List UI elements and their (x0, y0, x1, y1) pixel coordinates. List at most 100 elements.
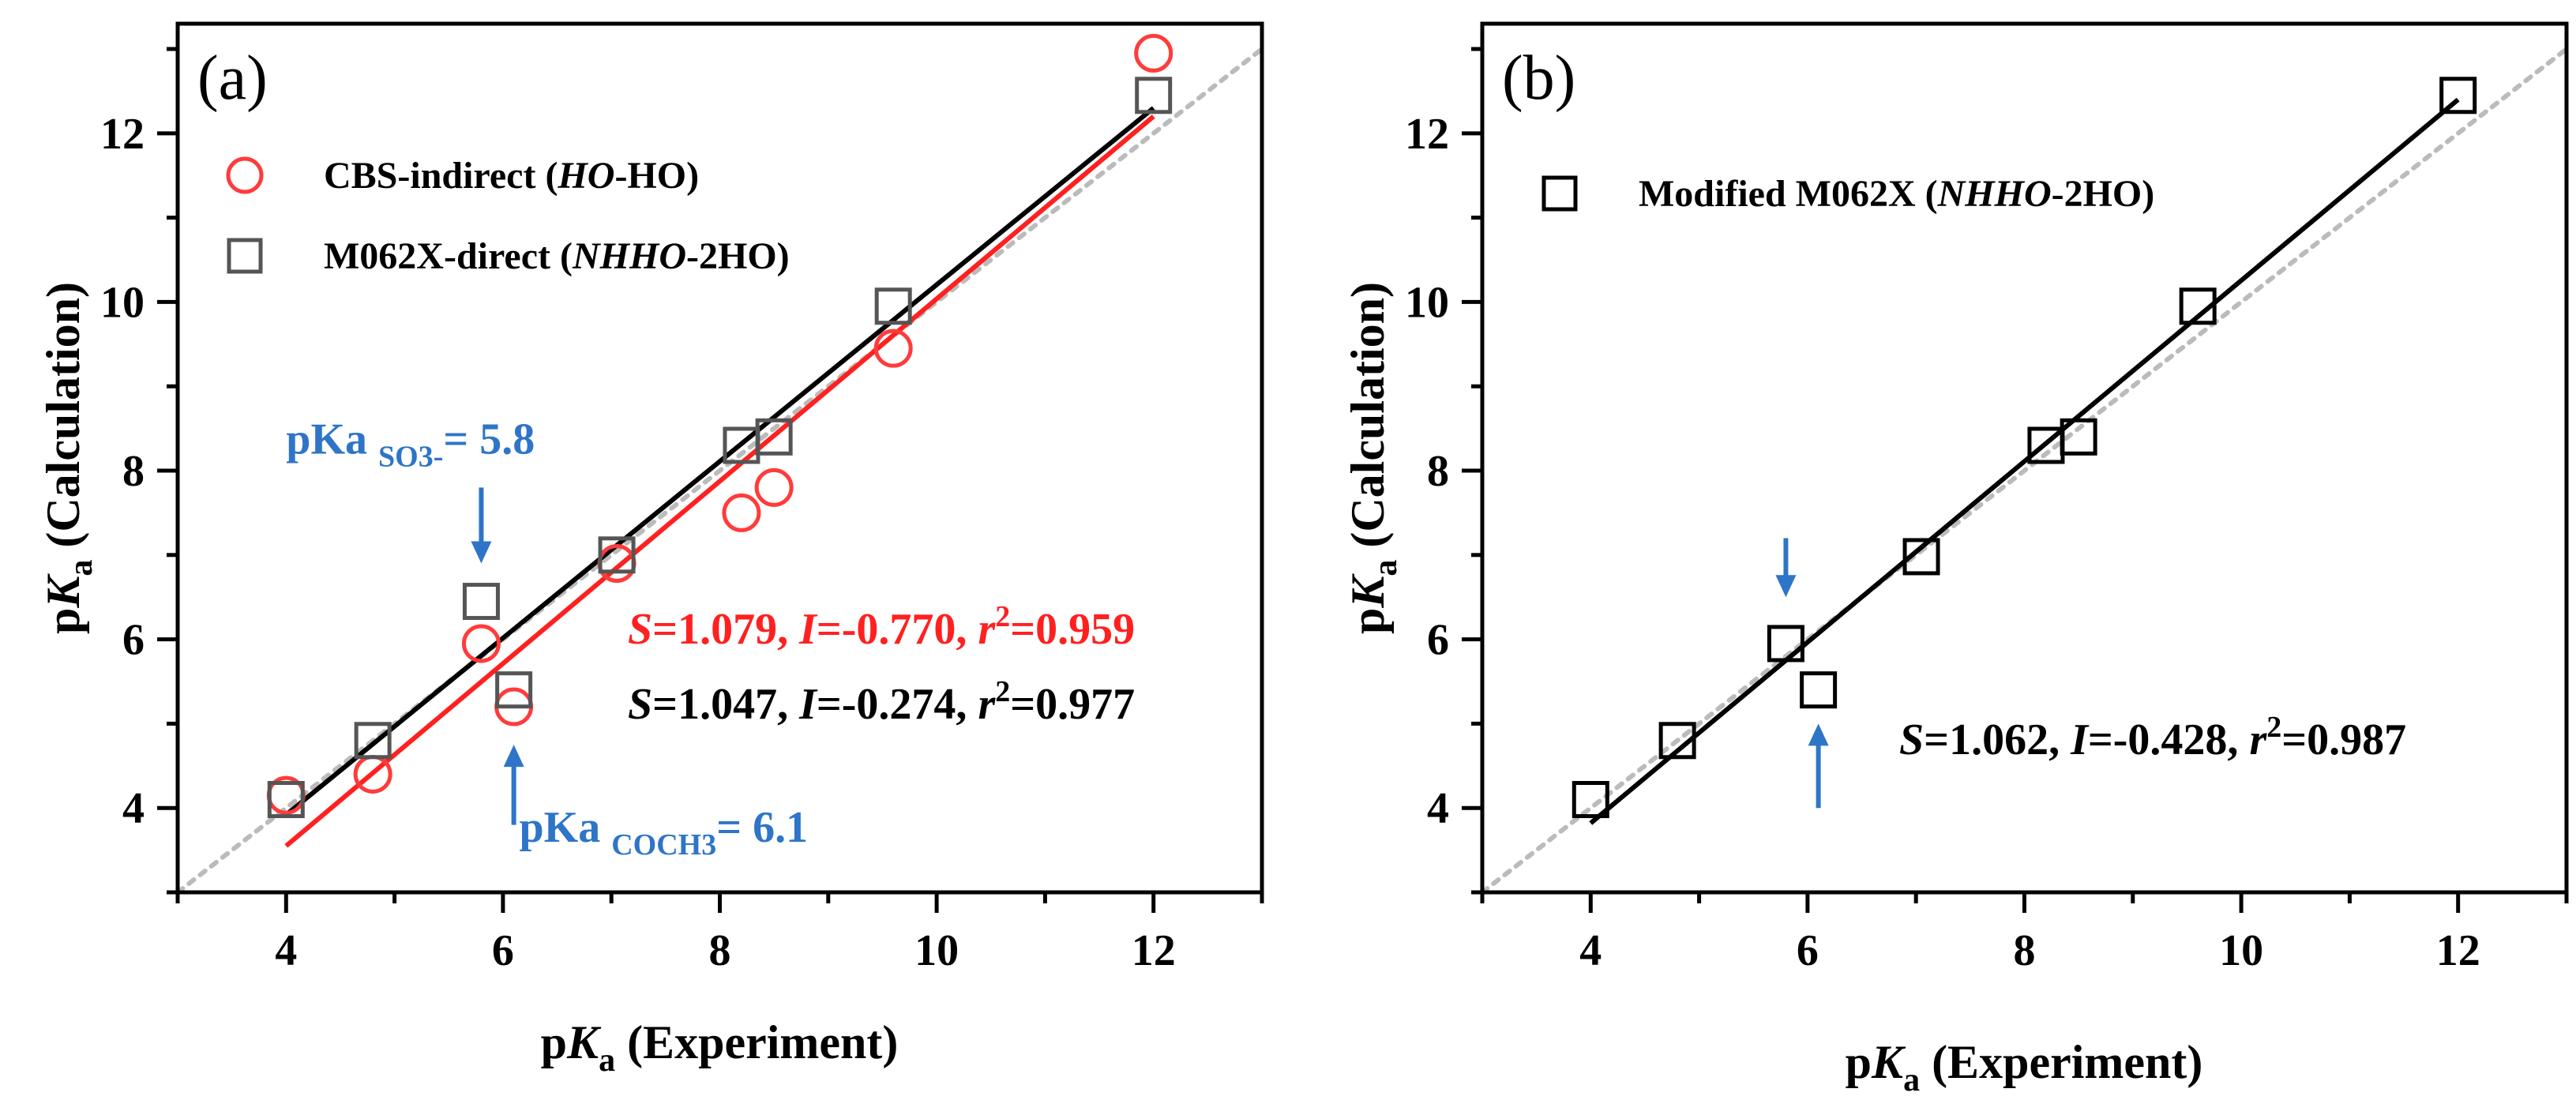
text-run: =-0.770, (817, 605, 978, 654)
y-axis-title-part: K (37, 573, 89, 609)
text-run: Modified M062X ( (1639, 173, 1938, 215)
text-run: =1.047, (652, 680, 799, 729)
annotation-arrow-head (1775, 575, 1797, 598)
text-run: SO3- (378, 441, 443, 474)
regression-stats-label: S=1.062, I=-0.428, r2=0.987 (1899, 711, 2406, 764)
data-point-circle (1134, 33, 1173, 73)
y-axis-title-part: p (1342, 608, 1394, 634)
x-axis-title-part: K (1871, 1036, 1906, 1088)
text-run: = 6.1 (716, 803, 808, 852)
text-run: CBS-indirect ( (324, 155, 558, 197)
text-run: NHHO (572, 235, 686, 277)
x-tick-label: 10 (914, 926, 959, 975)
data-point-circle (873, 328, 913, 368)
text-run: r (978, 605, 996, 654)
fit-line-series-1 (284, 106, 1155, 817)
text-run: =-0.274, (817, 680, 978, 729)
data-point-square (462, 583, 500, 621)
x-tick-label: 10 (2219, 926, 2263, 975)
annotation-arrow-head (503, 745, 524, 768)
x-axis-title-part: (Experiment) (615, 1016, 898, 1068)
x-tick-label: 12 (2436, 926, 2480, 975)
x-tick-label: 8 (709, 926, 731, 975)
data-point-square (354, 722, 392, 760)
legend-marker-circle (226, 156, 264, 194)
data-point-square (755, 418, 793, 456)
data-point-square (267, 781, 305, 819)
y-tick-label: 8 (1427, 447, 1449, 496)
x-tick-label: 12 (1132, 926, 1176, 975)
y-axis-title: pKa (Calculation) (1342, 282, 1404, 634)
panel-label: (a) (197, 43, 268, 113)
x-axis-title-part: a (1903, 1062, 1920, 1098)
x-axis-title: pKa (Experiment) (1846, 1036, 2203, 1098)
x-axis-title-part: p (541, 1016, 567, 1068)
annotation-label: pKa COCH3= 6.1 (519, 803, 808, 862)
annotation-arrow-head (1808, 723, 1829, 746)
y-tick-label: 12 (100, 110, 145, 159)
y-tick-label: 10 (1405, 278, 1449, 327)
regression-stats-label: S=1.047, I=-0.274, r2=0.977 (628, 675, 1135, 729)
fit-line-series-0 (284, 115, 1155, 848)
text-run: 2 (2266, 711, 2281, 744)
text-run: I (2070, 715, 2090, 764)
text-run: S (628, 680, 652, 729)
x-tick-label: 8 (2014, 926, 2036, 975)
x-axis-title-part: p (1846, 1036, 1872, 1088)
legend-entry-label: CBS-indirect (HO-HO) (324, 155, 699, 197)
y-axis-title-part: p (37, 608, 89, 634)
text-run: S (628, 605, 652, 654)
fit-line-series-0 (1589, 97, 2460, 825)
panel-a-chart: 4 6 8 10 12 4 6 8 10 12 pKa (Experiment) pKa (Calcu… (37, 21, 1264, 1079)
text-run: =-0.428, (2088, 715, 2250, 764)
data-point-square (1800, 671, 1838, 709)
x-axis-title: pKa (Experiment) (541, 1016, 899, 1079)
data-point-square (1902, 538, 1940, 576)
y-tick-label: 6 (1427, 616, 1449, 665)
panel-label: (b) (1502, 43, 1575, 113)
y-tick-label: 4 (1427, 784, 1449, 833)
text-run: S (1899, 715, 1924, 764)
text-run: M062X-direct ( (324, 235, 573, 277)
text-run: r (2249, 715, 2267, 764)
x-tick-label: 6 (1797, 926, 1819, 975)
text-run: I (798, 680, 818, 729)
annotation-label: pKa SO3-= 5.8 (286, 415, 535, 474)
y-tick-label: 4 (122, 784, 145, 833)
text-run: -2HO) (2052, 173, 2155, 215)
text-run: -2HO) (686, 235, 790, 277)
regression-stats-label: S=1.079, I=-0.770, r2=0.959 (628, 600, 1135, 654)
text-run: r (978, 680, 996, 729)
diagonal-reference-line (178, 47, 1262, 892)
text-run: COCH3 (611, 828, 716, 862)
text-run: HO (557, 155, 614, 197)
text-run: =0.959 (1010, 605, 1135, 654)
x-tick-label: 6 (492, 926, 514, 975)
text-run: NHHO (1937, 173, 2052, 215)
text-run: 2 (995, 675, 1010, 708)
data-point-square (2179, 287, 2217, 325)
y-tick-label: 12 (1405, 110, 1449, 159)
y-tick-label: 6 (122, 616, 145, 665)
y-axis-title-part: (Calculation) (1342, 282, 1394, 560)
text-run: pKa (286, 415, 378, 464)
y-axis-title-part: (Calculation) (37, 282, 89, 560)
y-tick-label: 10 (100, 278, 145, 327)
x-tick-label: 4 (275, 926, 297, 975)
data-point-square (874, 287, 912, 325)
text-run: =0.987 (2281, 715, 2406, 764)
y-tick-label: 8 (122, 447, 145, 496)
data-point-circle (461, 624, 501, 663)
data-point-square (2060, 418, 2097, 456)
text-run: = 5.8 (443, 415, 535, 464)
data-point-square (1572, 781, 1609, 819)
legend-marker-square (227, 238, 263, 274)
text-run: pKa (519, 803, 611, 852)
legend-marker-square (1541, 175, 1578, 212)
text-run: =0.977 (1010, 680, 1135, 729)
text-run: I (798, 605, 818, 654)
x-axis-title-part: K (566, 1016, 602, 1068)
annotation-arrow-head (471, 541, 492, 564)
data-point-square (1658, 722, 1696, 760)
